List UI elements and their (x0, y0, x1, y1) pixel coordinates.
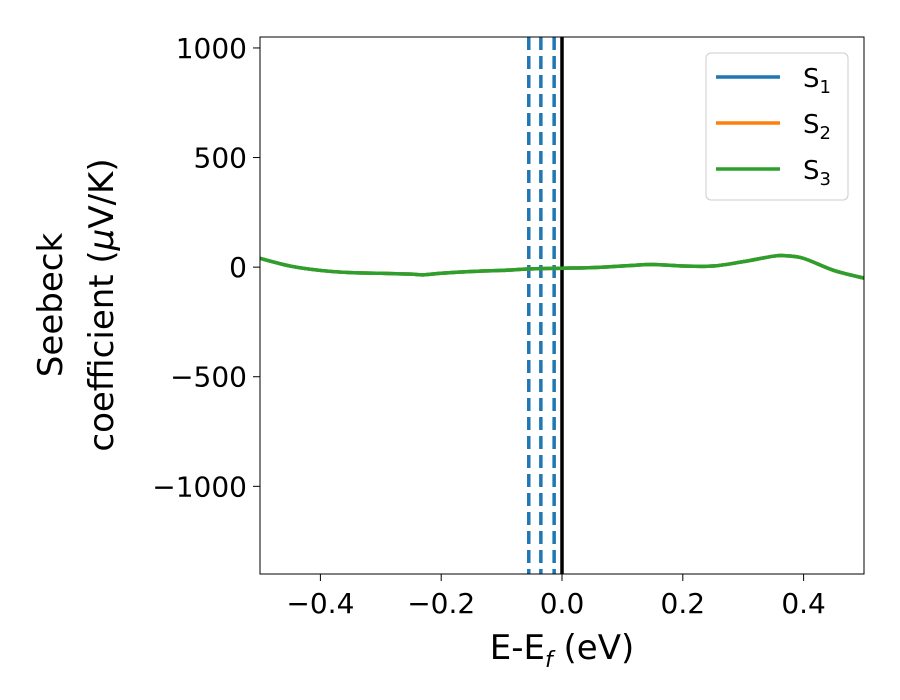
x-axis-title: E-Ef (eV) (490, 628, 635, 673)
vertical-lines (527, 37, 564, 574)
legend-box (705, 52, 849, 201)
y-tick-label: −500 (170, 361, 247, 394)
y-tick-label: −1000 (152, 470, 247, 503)
legend-entries: S1 S2 S3 (716, 64, 831, 190)
x-tick-label: −0.2 (407, 587, 475, 620)
x-tick-label: −0.4 (286, 587, 354, 620)
y-tick-label: 0 (229, 251, 247, 284)
y-axis-title-line2-suffix: V/K) (82, 158, 122, 228)
x-tick-label: 0.0 (540, 587, 585, 620)
legend-label-s1: S1 (803, 64, 831, 98)
y-axis-title-line2-prefix: coefficient ( (82, 250, 122, 451)
legend-label-s2: S2 (803, 110, 831, 144)
x-axis-title-sub: f (545, 648, 556, 673)
legend: S1 S2 S3 (705, 52, 849, 201)
x-tick-label: 0.2 (661, 587, 706, 620)
series-line-s3 (260, 253, 864, 280)
legend-label-s3: S3 (803, 156, 831, 190)
y-axis-title: Seebeck coefficient (μV/K) (31, 158, 122, 451)
x-axis-title-unit: (eV) (553, 628, 635, 668)
y-tick-label: 500 (194, 142, 247, 175)
x-tick-label: 0.4 (781, 587, 826, 620)
y-axis-title-mu: μ (82, 229, 122, 252)
y-axis-ticks: 1000 500 0 −500 −1000 (152, 32, 260, 503)
series-lines (260, 253, 864, 280)
y-tick-label: 1000 (176, 32, 247, 65)
plot-area (260, 37, 864, 574)
x-axis-title-main: E-E (490, 628, 545, 668)
y-axis-title-line1: Seebeck (31, 233, 71, 378)
y-axis-title-line2: coefficient (μV/K) (82, 158, 122, 451)
x-axis-ticks: −0.4 −0.2 0.0 0.2 0.4 (286, 574, 826, 620)
